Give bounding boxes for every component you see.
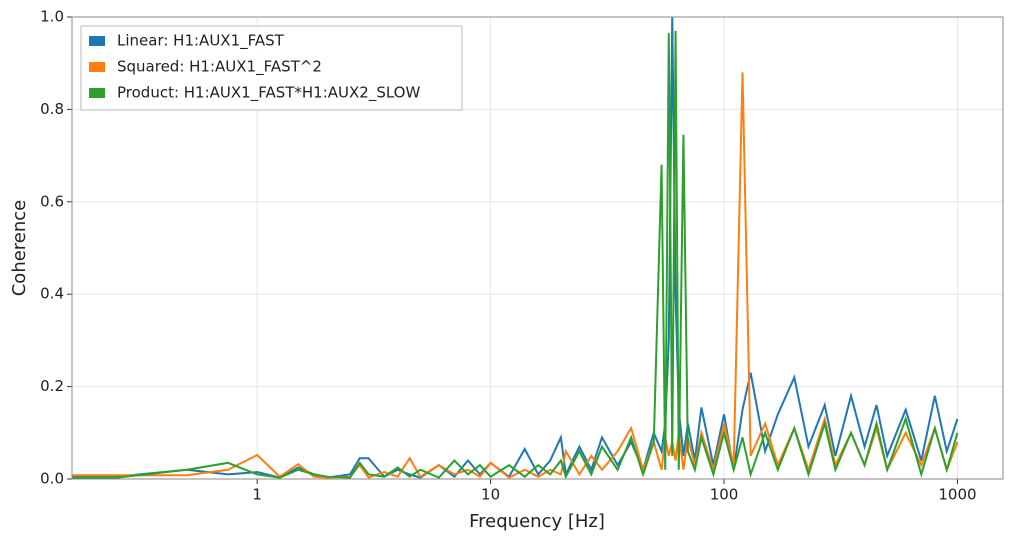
legend-swatch <box>89 36 105 46</box>
y-tick-label: 0.8 <box>40 100 64 118</box>
x-tick-label: 10 <box>481 486 500 504</box>
y-tick-label: 0.6 <box>40 192 64 210</box>
legend-label: Product: H1:AUX1_FAST*H1:AUX2_SLOW <box>117 84 420 103</box>
legend-label: Squared: H1:AUX1_FAST^2 <box>117 58 322 77</box>
legend-swatch <box>89 88 105 98</box>
y-tick-label: 0.4 <box>40 285 64 303</box>
legend-box <box>80 25 463 111</box>
legend-label: Linear: H1:AUX1_FAST <box>117 32 285 51</box>
x-tick-label: 100 <box>710 486 739 504</box>
legend-swatch <box>89 62 105 72</box>
y-tick-label: 0.2 <box>40 377 64 395</box>
y-axis-label: Coherence <box>9 200 30 297</box>
x-axis-label: Frequency [Hz] <box>469 511 605 532</box>
y-tick-label: 0.0 <box>40 470 64 488</box>
x-tick-label: 1000 <box>938 486 976 504</box>
series-line <box>72 30 959 480</box>
y-tick-label: 1.0 <box>40 8 64 26</box>
series-line <box>72 72 959 479</box>
x-tick-label: 1 <box>252 486 262 504</box>
plot-frame <box>71 16 1004 480</box>
legend: Linear: H1:AUX1_FAST Squared: H1:AUX1_FAS… <box>80 25 463 111</box>
